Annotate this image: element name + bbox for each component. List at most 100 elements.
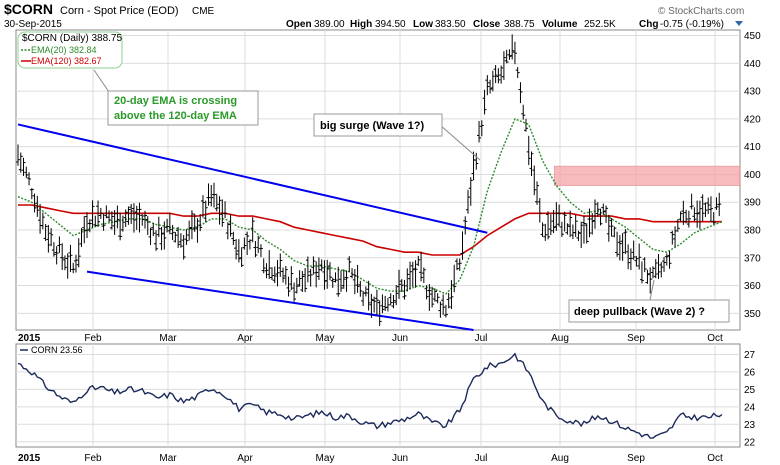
ohlc-bar (151, 223, 156, 237)
ohlc-bar (281, 267, 286, 283)
legend-ema20: EMA(20) 382.84 (31, 45, 97, 55)
x-tick-label: Aug (551, 453, 569, 464)
ohlc-bar (689, 193, 694, 210)
annotation-line: 20-day EMA is crossing (114, 95, 237, 107)
ohlc-bar (441, 294, 446, 315)
close-value: 388.75 (504, 19, 535, 30)
ohlc-bar (626, 244, 631, 270)
watermark: © StockCharts.com (658, 6, 744, 17)
high-value: 394.50 (375, 19, 406, 30)
annotation-box (107, 90, 259, 126)
ohlc-bar (192, 213, 197, 232)
x-tick-label: Feb (84, 453, 102, 464)
ohlc-bar (173, 231, 178, 243)
ohlc-bar (468, 177, 473, 206)
ohlc-bar (537, 198, 542, 223)
ohlc-bar (289, 266, 294, 291)
ema120-series (18, 204, 722, 256)
ohlc-bar (71, 262, 76, 274)
ohlc-bar (344, 270, 349, 292)
lower-x-axis: 2015 Feb Mar Apr May Jun Jul Aug Sep Oct (18, 453, 723, 464)
ohlc-bar (413, 260, 418, 288)
ohlc-bar (162, 221, 167, 250)
ohlc-bar (278, 253, 283, 277)
ohlc-bar (642, 257, 647, 273)
ohlc-bar (29, 188, 34, 200)
ohlc-bar (228, 214, 233, 237)
ohlc-bar (457, 258, 462, 271)
ohlc-bar (573, 214, 578, 237)
ohlc-bar (98, 207, 103, 219)
y-tick-label: 410 (744, 142, 761, 153)
ohlc-bar (697, 200, 702, 230)
ohlc-bar (294, 277, 299, 294)
ohlc-bar (587, 208, 592, 238)
x-tick-label: Mar (159, 453, 177, 464)
ohlc-bar (659, 262, 664, 278)
annotation-big-surge: big surge (Wave 1?) (313, 113, 481, 161)
ohlc-bar (535, 181, 540, 205)
ohlc-bar (617, 235, 622, 261)
ohlc-bar (308, 268, 313, 287)
ohlc-bar (681, 200, 686, 225)
ohlc-bar (195, 218, 200, 243)
ohlc-bar (242, 237, 247, 250)
ema120-line (18, 204, 722, 256)
ohlc-bar (695, 200, 700, 228)
ohlc-bar (372, 296, 377, 313)
ohlc-bar (62, 255, 67, 271)
open-label: Open (286, 19, 312, 30)
ohlc-bar (35, 195, 40, 217)
ohlc-bar (454, 258, 459, 271)
ohlc-bar (532, 165, 537, 196)
ohlc-bar (286, 276, 291, 297)
ohlc-bar (595, 202, 600, 217)
x-tick-label: Apr (237, 333, 253, 344)
ohlc-bar (670, 230, 675, 245)
annotation-arrow (93, 69, 110, 93)
ohlc-bar (322, 260, 327, 290)
open-value: 389.00 (314, 19, 345, 30)
ohlc-bar (482, 89, 487, 115)
ohlc-bar (54, 246, 59, 265)
ohlc-bar (410, 261, 415, 287)
y-tick-label: 390 (744, 198, 761, 209)
annotation-line: above the 120-day EMA (114, 110, 237, 122)
ohlc-bar (18, 152, 23, 173)
ohlc-bar (424, 285, 429, 300)
y-tick-label: 370 (744, 253, 761, 264)
x-tick-label: Sep (627, 333, 645, 344)
symbol-description: Corn - Spot Price (EOD) (60, 5, 179, 17)
ohlc-bar (90, 200, 95, 228)
ohlc-bar (396, 269, 401, 299)
ohlc-bar (21, 157, 26, 176)
ohlc-bar (515, 67, 520, 79)
ohlc-bar (46, 224, 51, 253)
ohlc-bar (154, 230, 159, 251)
ohlc-bar (421, 267, 426, 284)
ohlc-bar (579, 221, 584, 249)
ohlc-bar (590, 213, 595, 235)
ohlc-bar (711, 212, 716, 225)
high-label: High (350, 19, 372, 30)
ohlc-bar (140, 214, 145, 226)
ohlc-bar (234, 239, 239, 260)
ohlc-bar (714, 197, 719, 210)
ohlc-bar (501, 51, 506, 80)
annotation-box (313, 113, 443, 137)
ohlc-bar (460, 231, 465, 260)
x-tick-label: Apr (237, 453, 253, 464)
chevron-down-icon[interactable] (735, 21, 743, 26)
ohlc-bar (156, 216, 161, 237)
ohlc-bar (493, 64, 498, 84)
ohlc-bar (283, 265, 288, 285)
low-value: 383.50 (435, 19, 466, 30)
ohlc-bar (159, 227, 164, 251)
trend-channel (17, 123, 488, 331)
y-tick-label: 420 (744, 114, 761, 125)
x-tick-label: Jun (392, 453, 408, 464)
ohlc-bar (551, 209, 556, 234)
ohlc-bar (43, 223, 48, 241)
x-tick-label: Sep (627, 453, 645, 464)
ohlc-bar (700, 194, 705, 221)
